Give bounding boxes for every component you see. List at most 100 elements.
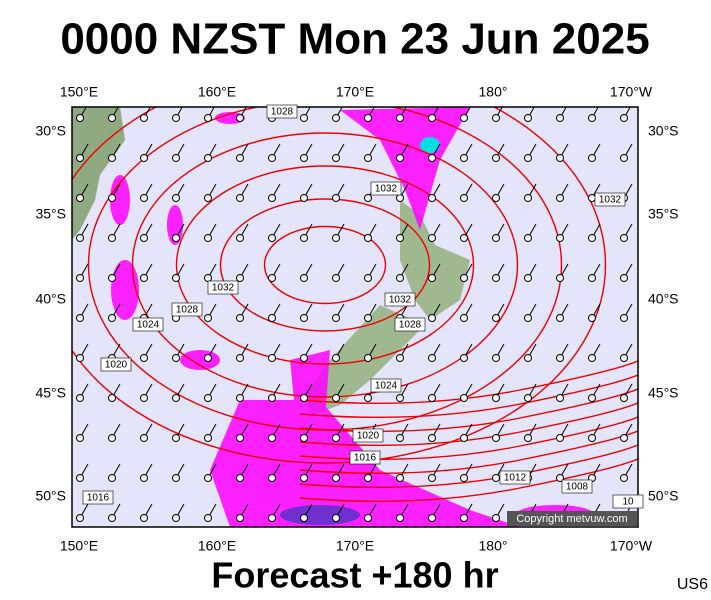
station — [140, 274, 148, 282]
station — [620, 394, 628, 402]
station — [524, 394, 532, 402]
station — [268, 434, 276, 442]
station — [108, 434, 116, 442]
station — [428, 314, 436, 322]
station — [76, 314, 84, 322]
station — [300, 194, 308, 202]
station — [428, 194, 436, 202]
isobar-label-box — [349, 450, 381, 465]
station — [268, 354, 276, 362]
isobar-label: 1012 — [504, 473, 527, 484]
station — [332, 314, 340, 322]
station — [588, 274, 596, 282]
station — [108, 194, 116, 202]
station — [332, 234, 340, 242]
station — [556, 194, 564, 202]
station — [76, 154, 84, 162]
isobar — [72, 107, 607, 464]
lon-label: 180° — [479, 538, 508, 554]
lat-label: 30°S — [648, 123, 679, 139]
lat-label: 40°S — [35, 291, 66, 307]
station — [332, 274, 340, 282]
isobar — [299, 402, 638, 447]
station — [364, 154, 372, 162]
station — [492, 354, 500, 362]
station — [620, 114, 628, 122]
station — [396, 394, 404, 402]
station — [524, 114, 532, 122]
station — [172, 434, 180, 442]
station — [620, 314, 628, 322]
station — [588, 434, 596, 442]
station — [492, 314, 500, 322]
isobar-label: 1024 — [137, 320, 160, 331]
isobar-label-box — [100, 357, 132, 372]
station — [236, 154, 244, 162]
station — [140, 194, 148, 202]
station — [556, 234, 564, 242]
isobar-label-box — [132, 317, 164, 332]
isobar-label: 1032 — [389, 295, 412, 306]
station — [172, 154, 180, 162]
station — [588, 194, 596, 202]
station — [300, 354, 308, 362]
station — [76, 394, 84, 402]
station — [76, 354, 84, 362]
station — [300, 394, 308, 402]
station — [172, 194, 180, 202]
isobar-label-box — [499, 470, 531, 485]
station — [108, 394, 116, 402]
station — [460, 474, 468, 482]
lon-label: 170°E — [336, 84, 374, 100]
station — [556, 394, 564, 402]
station — [204, 234, 212, 242]
station — [76, 274, 84, 282]
station — [460, 514, 468, 522]
station — [620, 234, 628, 242]
station — [364, 114, 372, 122]
station — [332, 194, 340, 202]
station — [364, 274, 372, 282]
station — [556, 114, 564, 122]
station — [172, 114, 180, 122]
forecast: Forecast +180 hr — [211, 555, 498, 596]
station — [172, 234, 180, 242]
station — [460, 314, 468, 322]
station — [108, 274, 116, 282]
station — [76, 474, 84, 482]
station — [364, 354, 372, 362]
station — [396, 154, 404, 162]
station — [492, 274, 500, 282]
station — [460, 114, 468, 122]
australia — [72, 107, 125, 240]
station — [172, 274, 180, 282]
lon-label: 150°E — [60, 84, 98, 100]
lon-label: 170°W — [610, 84, 653, 100]
station — [140, 434, 148, 442]
station — [268, 194, 276, 202]
frame — [71, 106, 639, 528]
station — [332, 154, 340, 162]
lon-label: 170°W — [610, 538, 653, 554]
lat-label: 50°S — [648, 488, 679, 504]
station — [588, 314, 596, 322]
station — [76, 194, 84, 202]
heavy-rain — [280, 505, 360, 525]
station — [396, 474, 404, 482]
isobar-label-box — [266, 104, 298, 119]
station — [460, 274, 468, 282]
station — [492, 234, 500, 242]
station — [396, 274, 404, 282]
station — [300, 274, 308, 282]
station — [268, 514, 276, 522]
station — [268, 274, 276, 282]
station — [556, 274, 564, 282]
station — [236, 194, 244, 202]
station — [620, 354, 628, 362]
station — [364, 234, 372, 242]
station — [460, 234, 468, 242]
station — [76, 514, 84, 522]
station — [172, 514, 180, 522]
station — [236, 394, 244, 402]
